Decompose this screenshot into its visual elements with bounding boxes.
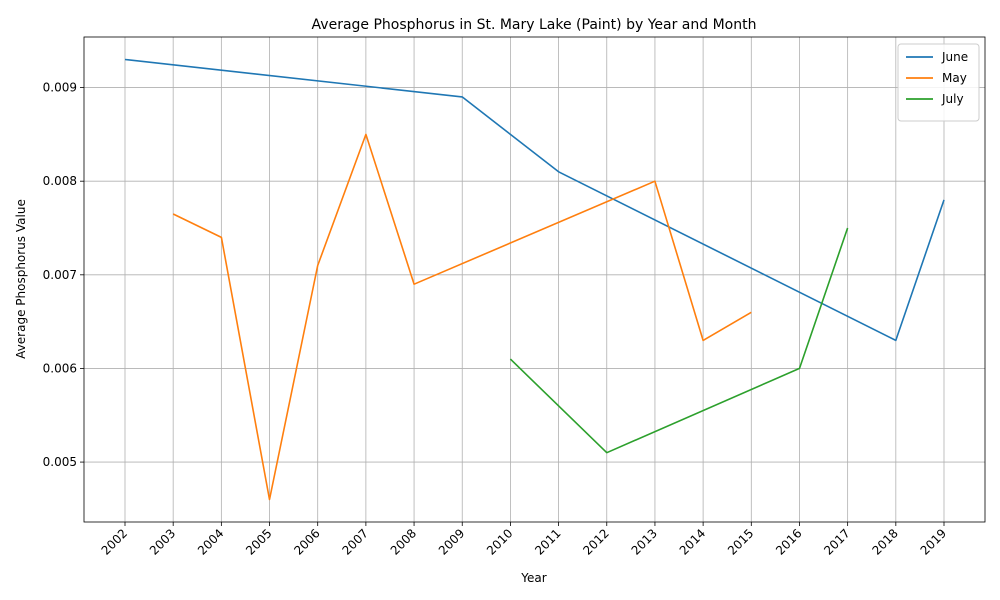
series-line-june (124, 58, 945, 342)
plot-frame (83, 36, 986, 523)
legend-box (897, 43, 980, 122)
chart-title: Average Phosphorus in St. Mary Lake (Pai… (312, 17, 757, 33)
legend: June May July (897, 43, 980, 122)
series-lines (124, 58, 945, 501)
y-tick-label: 0.009 (43, 81, 77, 95)
y-tick-label: 0.006 (43, 361, 77, 375)
x-axis-label: Year (520, 571, 546, 585)
series-line-may (172, 133, 752, 501)
legend-label-may: May (942, 71, 967, 85)
y-tick-label: 0.005 (43, 455, 77, 469)
y-tick-label: 0.007 (43, 268, 77, 282)
legend-label-july: July (941, 92, 964, 106)
y-axis-label: Average Phosphorus Value (14, 199, 28, 359)
y-tick-label: 0.008 (43, 174, 77, 188)
series-line-july (509, 227, 849, 454)
grid (84, 37, 985, 522)
legend-label-june: June (941, 50, 968, 64)
